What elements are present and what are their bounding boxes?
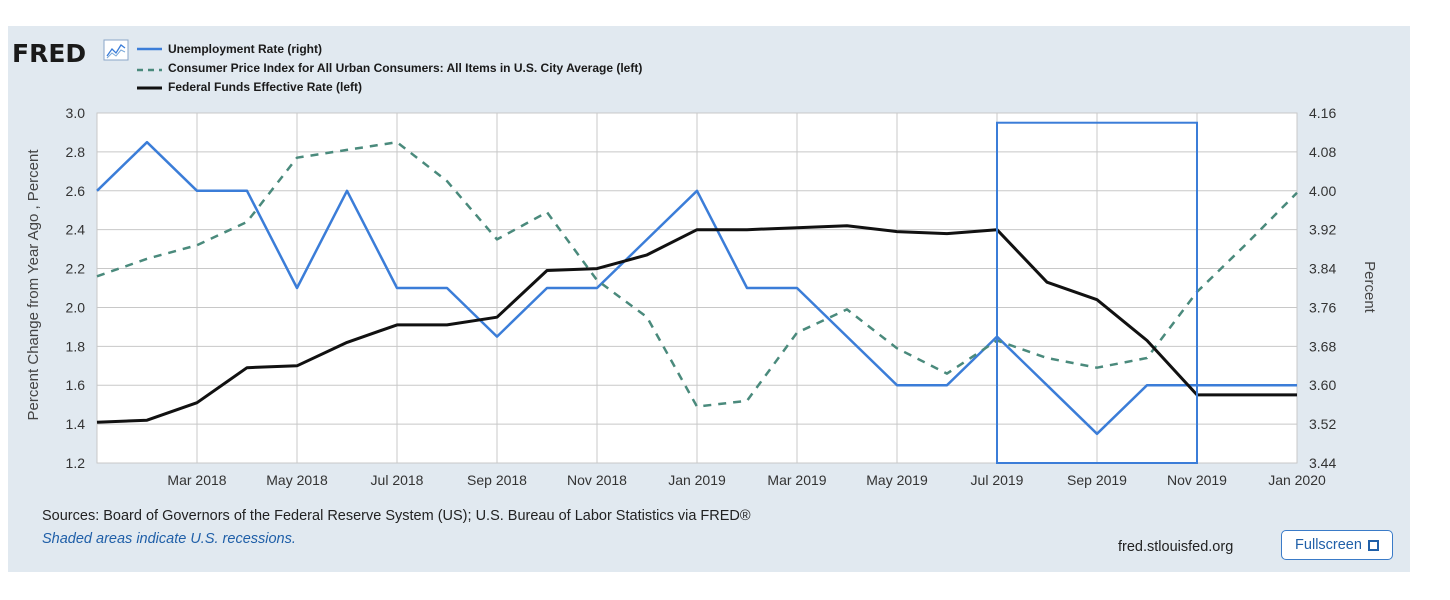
fred-graph-icon xyxy=(103,39,129,61)
y-tick-label-left: 1.6 xyxy=(66,377,86,393)
x-tick-label: Mar 2018 xyxy=(167,472,226,488)
y-axis-title-right: Percent xyxy=(1361,261,1378,314)
y-tick-label-right: 3.84 xyxy=(1309,261,1336,277)
y-tick-label-left: 2.0 xyxy=(66,299,86,315)
x-tick-label: Jan 2019 xyxy=(668,472,726,488)
series-lines xyxy=(96,140,1298,436)
legend-label-fed-funds: Federal Funds Effective Rate (left) xyxy=(168,80,362,94)
fullscreen-label: Fullscreen xyxy=(1295,537,1362,553)
x-tick-label: Mar 2019 xyxy=(767,472,826,488)
y-tick-label-right: 4.00 xyxy=(1309,183,1336,199)
recessions-note: Shaded areas indicate U.S. recessions. xyxy=(42,531,296,547)
x-tick-label: Nov 2019 xyxy=(1167,472,1227,488)
x-tick-label: Sep 2019 xyxy=(1067,472,1127,488)
plot-frame xyxy=(96,112,1298,464)
y-tick-label-right: 3.68 xyxy=(1309,338,1336,354)
expand-icon xyxy=(1367,539,1379,551)
y-tick-label-left: 1.4 xyxy=(66,416,86,432)
x-tick-label: May 2018 xyxy=(266,472,328,488)
x-tick-label: Jul 2019 xyxy=(971,472,1024,488)
legend-label-unemployment: Unemployment Rate (right) xyxy=(168,42,322,56)
y-tick-label-left: 3.0 xyxy=(66,105,86,121)
y-tick-label-right: 3.52 xyxy=(1309,416,1336,432)
x-tick-label: Jul 2018 xyxy=(371,472,424,488)
x-tick-label: Sep 2018 xyxy=(467,472,527,488)
y-tick-label-left: 1.2 xyxy=(66,455,86,471)
x-tick-label: May 2019 xyxy=(866,472,928,488)
y-tick-label-left: 2.8 xyxy=(66,144,86,160)
fullscreen-button[interactable]: Fullscreen xyxy=(1281,530,1393,560)
left-axis: 1.2 1.4 1.6 1.8 2.0 2.2 2.4 2.6 2.8 3.0 xyxy=(66,105,86,471)
site-link[interactable]: fred.stlouisfed.org xyxy=(1118,539,1234,555)
series-line-unemployment xyxy=(96,140,1297,436)
y-tick-label-left: 1.8 xyxy=(66,338,86,354)
y-tick-label-left: 2.6 xyxy=(66,183,86,199)
legend: Unemployment Rate (right) Consumer Price… xyxy=(137,42,642,94)
y-tick-label-right: 3.60 xyxy=(1309,377,1336,393)
x-tick-label: Nov 2018 xyxy=(567,472,627,488)
right-axis: 3.44 3.52 3.60 3.68 3.76 3.84 3.92 4.00 4.08 4.16 xyxy=(1309,105,1336,471)
series-line-fed-funds xyxy=(96,224,1297,424)
y-tick-label-right: 3.44 xyxy=(1309,455,1336,471)
y-tick-label-right: 3.76 xyxy=(1309,299,1336,315)
x-tick-label: Jan 2020 xyxy=(1268,472,1326,488)
y-tick-label-right: 3.92 xyxy=(1309,222,1336,238)
y-tick-label-left: 2.2 xyxy=(66,261,86,277)
highlight-box xyxy=(996,121,1198,464)
legend-label-cpi: Consumer Price Index for All Urban Consu… xyxy=(168,61,642,75)
sources-text: Sources: Board of Governors of the Feder… xyxy=(42,508,751,524)
y-tick-label-right: 4.16 xyxy=(1309,105,1336,121)
fred-logo[interactable]: FRED xyxy=(12,39,86,68)
annotation-layer xyxy=(996,121,1198,464)
series-line-cpi xyxy=(96,140,1298,408)
x-axis: Mar 2018 May 2018 Jul 2018 Sep 2018 Nov 2018… xyxy=(167,472,1326,488)
y-tick-label-right: 4.08 xyxy=(1309,144,1336,160)
y-tick-label-left: 2.4 xyxy=(66,222,86,238)
y-axis-title-left: Percent Change from Year Ago , Percent xyxy=(25,149,42,421)
